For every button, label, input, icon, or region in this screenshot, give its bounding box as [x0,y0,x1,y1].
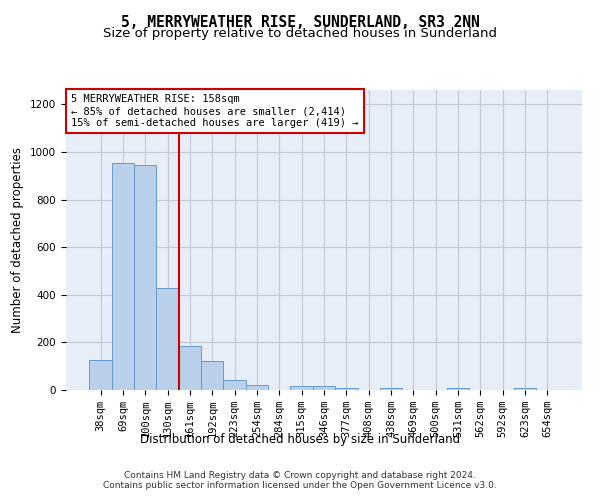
Text: 5, MERRYWEATHER RISE, SUNDERLAND, SR3 2NN: 5, MERRYWEATHER RISE, SUNDERLAND, SR3 2N… [121,15,479,30]
Bar [514,388,536,390]
Text: 5 MERRYWEATHER RISE: 158sqm
← 85% of detached houses are smaller (2,414)
15% of : 5 MERRYWEATHER RISE: 158sqm ← 85% of det… [71,94,359,128]
Text: Contains HM Land Registry data © Crown copyright and database right 2024.
Contai: Contains HM Land Registry data © Crown c… [103,470,497,490]
Bar [179,346,201,390]
Bar [134,165,157,390]
Bar [112,162,134,390]
Bar [380,388,402,390]
Y-axis label: Number of detached properties: Number of detached properties [11,147,25,333]
Bar [313,386,335,390]
Bar [335,388,358,390]
Bar [246,385,268,390]
Bar [447,388,469,390]
Bar [201,362,223,390]
Bar [290,386,313,390]
Text: Size of property relative to detached houses in Sunderland: Size of property relative to detached ho… [103,28,497,40]
Text: Distribution of detached houses by size in Sunderland: Distribution of detached houses by size … [140,432,460,446]
Bar [223,380,246,390]
Bar [89,360,112,390]
Bar [157,288,179,390]
